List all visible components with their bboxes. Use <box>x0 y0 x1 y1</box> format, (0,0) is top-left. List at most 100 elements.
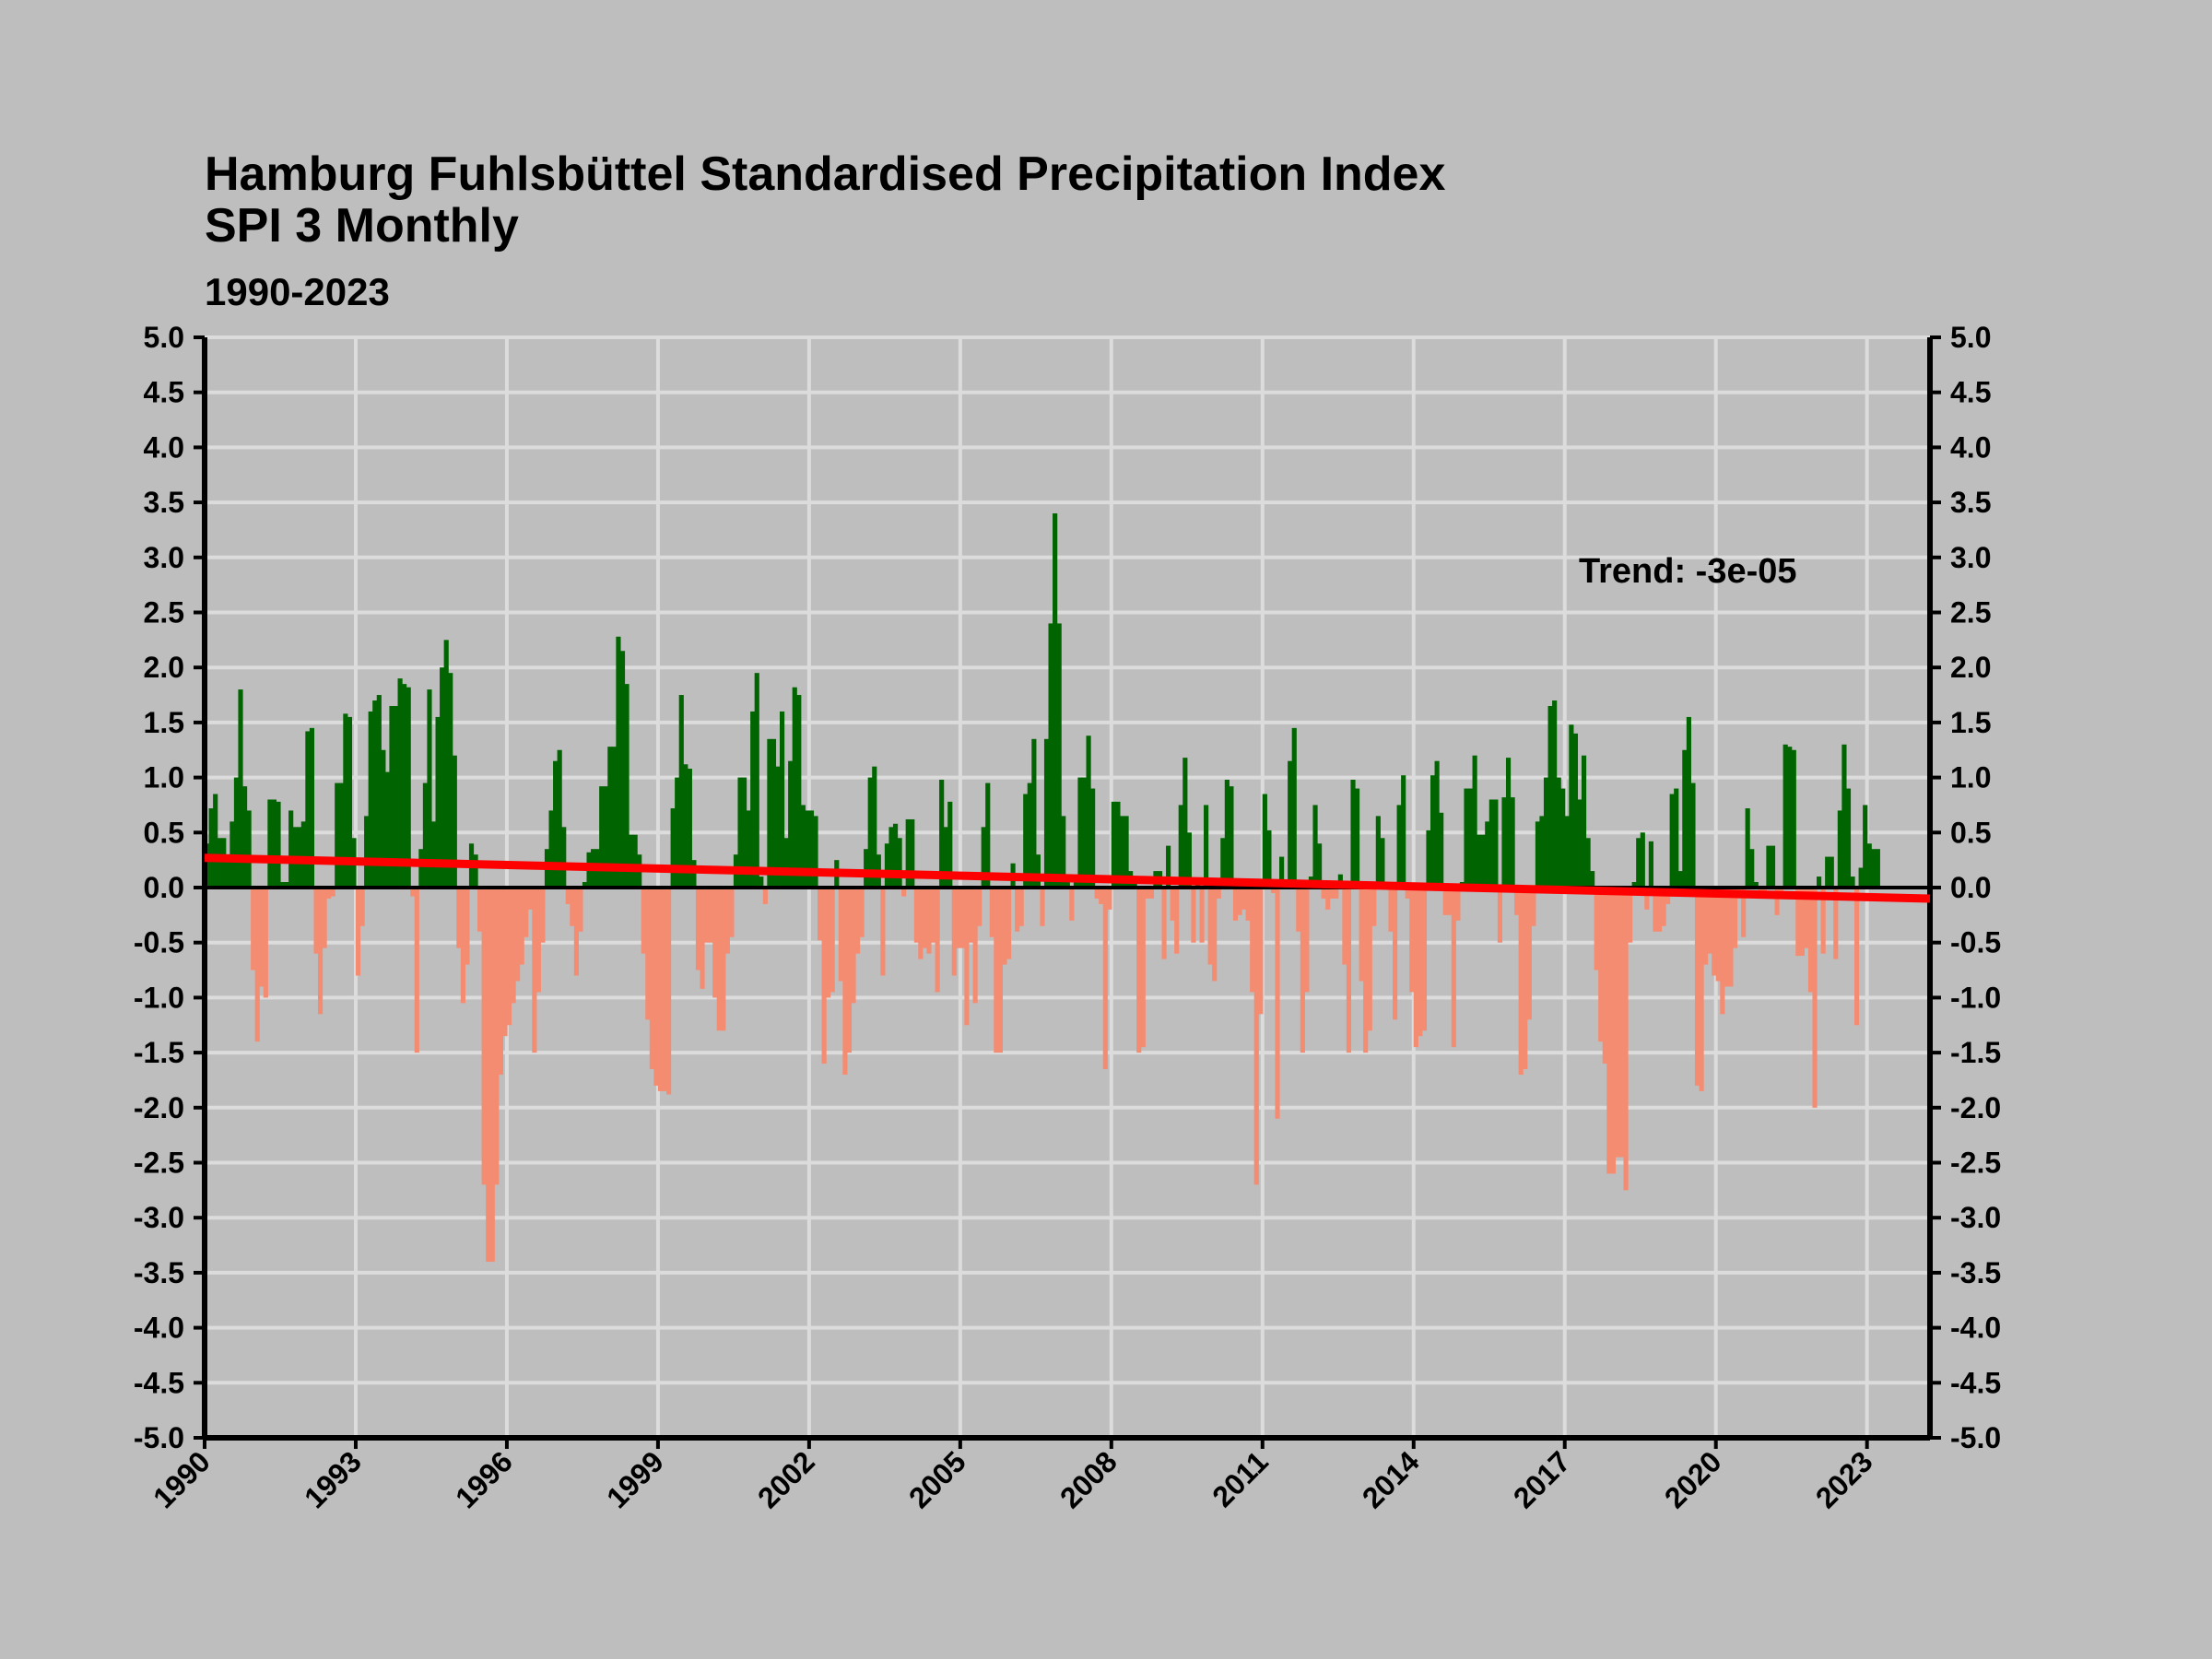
spi-bar <box>1069 888 1075 921</box>
spi-bar <box>1229 786 1234 888</box>
spi-bar <box>1191 888 1196 943</box>
spi-bar <box>1640 832 1645 888</box>
spi-bar <box>246 810 252 888</box>
spi-bar <box>1485 821 1490 888</box>
spi-bar <box>251 888 256 971</box>
spi-bar <box>1161 888 1167 959</box>
spi-bar <box>1392 888 1398 1020</box>
spi-bar <box>561 827 567 888</box>
spi-bar <box>1766 845 1771 888</box>
x-tick-label: 1993 <box>298 1444 368 1514</box>
spi-bar <box>1048 623 1053 888</box>
spi-bar <box>1728 888 1734 987</box>
spi-bar <box>1623 888 1629 1191</box>
y-tick-label-left: -4.0 <box>134 1312 184 1345</box>
spi-bar <box>951 888 957 976</box>
spi-bar <box>1107 888 1112 910</box>
spi-bar <box>1854 888 1860 1026</box>
spi-bar <box>1094 888 1100 899</box>
y-tick-label-left: -0.5 <box>134 926 184 959</box>
bar-layer <box>205 513 1880 1262</box>
spi-bar <box>276 801 281 888</box>
spi-bar <box>1145 888 1150 899</box>
spi-bar <box>716 888 722 1031</box>
spi-bar <box>997 888 1004 1053</box>
spi-bar <box>494 888 500 1185</box>
spi-bar <box>527 888 533 910</box>
spi-bar <box>683 764 688 888</box>
spi-bar <box>1266 830 1272 888</box>
spi-bar <box>968 888 974 943</box>
axis-layer <box>194 335 1941 1449</box>
spi-bar <box>821 888 827 1065</box>
spi-bar <box>288 810 294 888</box>
y-tick-label-right: -4.5 <box>1950 1366 2001 1399</box>
y-tick-label-right: 5.0 <box>1950 321 1991 354</box>
spi-bar <box>1270 888 1277 893</box>
spi-bar <box>1724 888 1729 987</box>
spi-bar <box>1081 777 1088 888</box>
spi-bar <box>217 838 222 888</box>
y-tick-label-right: -0.5 <box>1950 926 2001 959</box>
spi-bar <box>498 888 503 1075</box>
spi-bar <box>1099 888 1104 904</box>
spi-bar <box>465 888 470 965</box>
spi-bar <box>1480 834 1486 888</box>
spi-bar <box>1455 888 1461 921</box>
spi-bar <box>783 838 789 888</box>
spi-bar <box>267 799 273 888</box>
spi-bar <box>410 888 416 897</box>
spi-bar <box>279 882 286 888</box>
trend-line <box>204 853 1931 903</box>
spi-bar <box>1618 888 1625 1158</box>
spi-bar <box>1699 888 1704 1091</box>
spi-bar <box>1745 808 1750 888</box>
spi-bar <box>788 760 794 888</box>
spi-bar <box>422 782 429 888</box>
spi-bar <box>1829 856 1834 888</box>
spi-bar <box>284 882 289 888</box>
trend-annotation: Trend: -3e-05 <box>1579 552 1797 591</box>
spi-bar <box>1148 888 1154 899</box>
spi-bar <box>935 888 940 993</box>
spi-bar <box>1845 788 1852 888</box>
spi-bar <box>687 769 692 888</box>
spi-bar <box>305 731 311 888</box>
spi-bar <box>1564 816 1570 888</box>
spi-bar <box>1783 744 1788 888</box>
spi-bar <box>1581 755 1587 888</box>
spi-bar <box>888 827 894 888</box>
spi-bar <box>867 777 873 888</box>
spi-bar <box>1636 838 1641 888</box>
spi-bar <box>582 882 588 888</box>
spi-bar <box>611 747 617 888</box>
spi-bar <box>1841 744 1847 888</box>
spi-bar <box>1501 797 1507 888</box>
spi-bar <box>1488 799 1494 888</box>
spi-bar <box>884 843 890 888</box>
spi-bar <box>1212 888 1218 982</box>
spi-bar <box>1774 888 1780 915</box>
spi-bar <box>826 888 831 998</box>
y-tick-label-right: 3.0 <box>1950 541 1991 574</box>
spi-bar <box>603 786 608 888</box>
y-tick-label-right: 0.5 <box>1950 816 1991 849</box>
spi-bar <box>851 888 856 1004</box>
y-tick-label-right: -4.0 <box>1950 1312 2001 1345</box>
spi-bar <box>448 673 453 888</box>
spi-bar <box>1653 888 1658 932</box>
spi-bar <box>1833 888 1839 959</box>
spi-bar <box>1610 888 1616 1174</box>
spi-bar <box>746 810 751 888</box>
spi-bar <box>1396 805 1402 888</box>
spi-bar <box>1040 888 1045 926</box>
spi-bar <box>599 786 605 888</box>
spi-bar <box>1375 816 1381 888</box>
spi-bar <box>721 888 726 1031</box>
y-tick-label-right: 1.0 <box>1950 761 1991 794</box>
spi-bar <box>213 794 218 888</box>
spi-bar <box>1535 821 1541 888</box>
spi-bar <box>1321 888 1326 899</box>
